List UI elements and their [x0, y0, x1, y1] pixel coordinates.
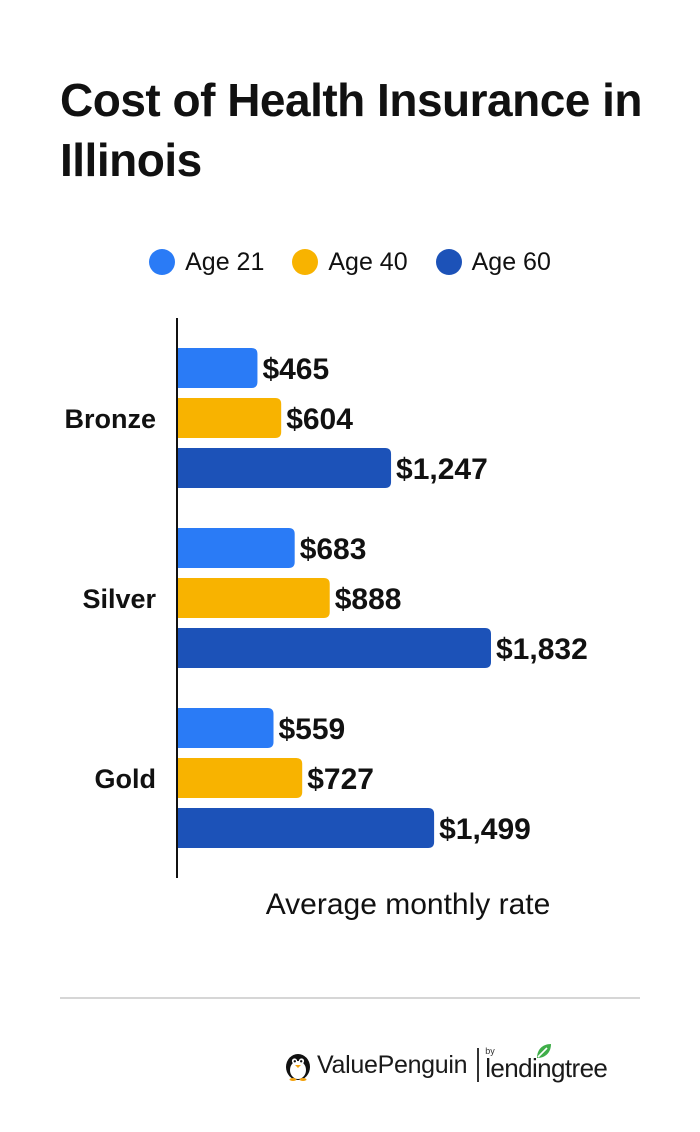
bar-silver-age-40 — [178, 578, 330, 618]
brand-logo: ValuePenguin by lendingtree — [284, 1044, 608, 1086]
lendingtree-wordmark: lendingtree — [485, 1053, 608, 1083]
bar-bronze-age-40 — [178, 398, 282, 438]
leaf-icon — [537, 1044, 552, 1058]
bar-gold-age-40 — [178, 758, 303, 798]
footer-divider — [60, 997, 640, 999]
lendingtree-by-text: by — [485, 1046, 495, 1056]
data-label-bronze-age-21: $465 — [262, 353, 329, 386]
data-label-silver-age-60: $1,832 — [496, 633, 588, 666]
legend-dot-age-21 — [149, 249, 176, 275]
bar-silver-age-21 — [178, 528, 295, 568]
bar-bronze-age-60 — [178, 448, 392, 488]
x-axis-label: Average monthly rate — [265, 888, 551, 921]
data-label-silver-age-40: $888 — [335, 583, 402, 616]
data-label-bronze-age-60: $1,247 — [396, 453, 488, 486]
bar-bronze-age-21 — [178, 348, 258, 388]
legend-dot-age-60 — [435, 249, 462, 275]
legend-label-age-21: Age 21 — [185, 247, 265, 276]
category-label-bronze: Bronze — [64, 404, 156, 434]
bar-silver-age-60 — [178, 628, 491, 668]
data-label-gold-age-21: $559 — [279, 713, 346, 746]
data-label-bronze-age-40: $604 — [286, 403, 353, 436]
legend-item-age-40: Age 40 — [292, 247, 408, 277]
chart-title: Cost of Health Insurance in Illinois — [60, 74, 643, 186]
category-label-silver: Silver — [82, 584, 156, 614]
legend-dot-age-40 — [292, 249, 319, 275]
bar-gold-age-60 — [178, 808, 435, 848]
legend-label-age-60: Age 60 — [471, 247, 551, 276]
bar-chart: $465 $604 $1,247 Bronze $683 $888 $1,832 Silver… — [64, 318, 588, 878]
legend-item-age-60: Age 60 — [435, 247, 551, 277]
data-label-gold-age-60: $1,499 — [439, 813, 531, 846]
lendingtree-logo: by lendingtree — [485, 1044, 608, 1086]
bar-gold-age-21 — [178, 708, 274, 748]
category-label-gold: Gold — [95, 764, 157, 794]
data-label-silver-age-21: $683 — [300, 533, 367, 566]
legend-label-age-40: Age 40 — [328, 247, 408, 276]
penguin-icon — [284, 1049, 312, 1081]
brand-separator — [477, 1048, 480, 1082]
valuepenguin-wordmark: ValuePenguin — [317, 1050, 468, 1079]
legend: Age 21 Age 40 Age 60 — [0, 244, 700, 280]
data-label-gold-age-40: $727 — [307, 763, 374, 796]
legend-item-age-21: Age 21 — [149, 248, 264, 277]
